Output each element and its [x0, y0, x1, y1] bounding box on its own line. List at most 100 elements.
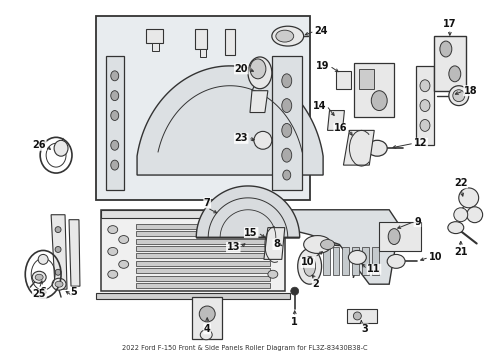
Ellipse shape: [276, 30, 294, 42]
Bar: [151, 43, 159, 51]
Text: 14: 14: [313, 100, 326, 111]
Bar: [136, 276, 270, 281]
Text: 22: 22: [454, 178, 467, 188]
Text: 11: 11: [368, 264, 381, 274]
Bar: [136, 283, 270, 288]
Text: 19: 19: [316, 61, 329, 71]
Ellipse shape: [268, 226, 278, 234]
Ellipse shape: [304, 235, 332, 253]
Text: 13: 13: [226, 243, 240, 252]
Ellipse shape: [272, 26, 304, 46]
Polygon shape: [137, 66, 323, 175]
Bar: [136, 224, 270, 229]
Text: 4: 4: [204, 324, 211, 334]
Ellipse shape: [420, 120, 430, 131]
Ellipse shape: [282, 123, 292, 137]
Ellipse shape: [304, 256, 316, 276]
Ellipse shape: [55, 269, 61, 275]
Bar: [337, 71, 351, 89]
Bar: [272, 56, 302, 190]
Ellipse shape: [254, 131, 272, 149]
Bar: [225, 29, 235, 55]
Bar: [136, 246, 270, 251]
Bar: [136, 268, 270, 273]
Ellipse shape: [268, 247, 278, 255]
Ellipse shape: [298, 248, 321, 284]
Text: 7: 7: [204, 198, 211, 208]
Bar: [359, 69, 374, 89]
Bar: [106, 56, 123, 190]
Bar: [322, 247, 329, 275]
Polygon shape: [250, 91, 268, 113]
Ellipse shape: [108, 226, 118, 234]
Ellipse shape: [199, 306, 215, 322]
Polygon shape: [196, 186, 300, 238]
Bar: [434, 36, 465, 91]
Ellipse shape: [111, 160, 119, 170]
Ellipse shape: [282, 99, 292, 113]
Text: 6: 6: [40, 287, 47, 297]
Ellipse shape: [368, 140, 387, 156]
Polygon shape: [285, 210, 399, 284]
Bar: [354, 63, 394, 117]
Text: 9: 9: [414, 217, 421, 227]
Text: 3: 3: [361, 324, 368, 334]
Ellipse shape: [38, 255, 48, 264]
Ellipse shape: [119, 260, 129, 268]
Ellipse shape: [108, 247, 118, 255]
Text: 8: 8: [273, 239, 280, 249]
Bar: [136, 231, 270, 236]
Polygon shape: [343, 130, 374, 165]
Ellipse shape: [420, 80, 430, 92]
Ellipse shape: [35, 274, 43, 280]
Ellipse shape: [111, 91, 119, 100]
Ellipse shape: [388, 229, 400, 244]
Bar: [343, 247, 349, 275]
Text: 10: 10: [429, 252, 442, 262]
Text: 23: 23: [235, 133, 248, 143]
Ellipse shape: [448, 222, 464, 234]
Bar: [96, 16, 310, 200]
Ellipse shape: [55, 227, 61, 233]
Ellipse shape: [453, 90, 465, 102]
Ellipse shape: [55, 281, 63, 287]
Ellipse shape: [111, 140, 119, 150]
Text: 1: 1: [292, 317, 298, 327]
Bar: [101, 210, 285, 218]
Text: 2022 Ford F-150 Front & Side Panels Roller Diagram for FL3Z-83430B38-C: 2022 Ford F-150 Front & Side Panels Roll…: [122, 345, 368, 351]
Ellipse shape: [52, 278, 66, 290]
Bar: [333, 247, 340, 275]
Ellipse shape: [32, 271, 46, 283]
Ellipse shape: [353, 312, 361, 320]
Bar: [200, 49, 206, 57]
Ellipse shape: [371, 91, 387, 111]
Ellipse shape: [467, 207, 483, 223]
Polygon shape: [69, 220, 80, 286]
Ellipse shape: [291, 287, 299, 295]
Bar: [136, 239, 270, 243]
Bar: [416, 66, 434, 145]
Bar: [352, 247, 359, 275]
Ellipse shape: [449, 86, 469, 105]
Polygon shape: [327, 111, 344, 130]
Ellipse shape: [200, 330, 212, 340]
Ellipse shape: [268, 270, 278, 278]
Bar: [196, 29, 207, 49]
Text: 18: 18: [464, 86, 477, 96]
Ellipse shape: [420, 100, 430, 112]
Ellipse shape: [55, 247, 61, 252]
Ellipse shape: [248, 57, 272, 89]
Ellipse shape: [54, 140, 68, 156]
Bar: [192, 297, 222, 339]
Ellipse shape: [119, 235, 129, 243]
Ellipse shape: [449, 66, 461, 82]
Text: 20: 20: [235, 64, 248, 74]
Ellipse shape: [250, 59, 266, 79]
Ellipse shape: [440, 41, 452, 57]
Ellipse shape: [282, 74, 292, 88]
Ellipse shape: [459, 188, 479, 208]
Bar: [372, 247, 379, 275]
Polygon shape: [264, 228, 285, 260]
Text: 17: 17: [443, 19, 457, 29]
Ellipse shape: [282, 148, 292, 162]
